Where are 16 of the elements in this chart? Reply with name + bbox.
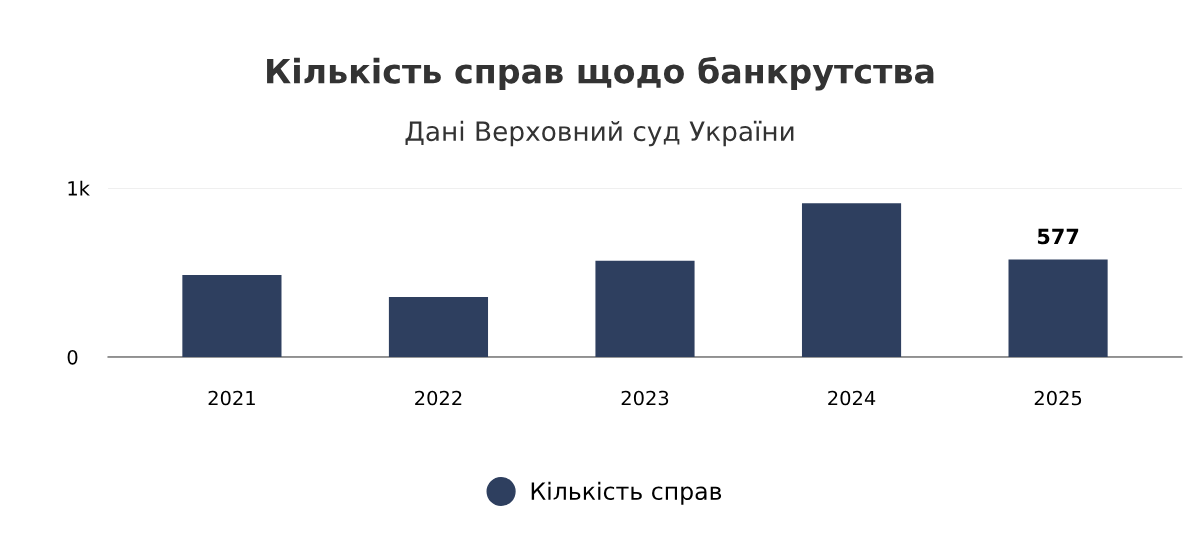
bar	[182, 275, 282, 357]
bar	[595, 260, 695, 357]
legend-label: Кількість справ	[531, 481, 722, 505]
chart-subtitle: Дані Верховний суд України	[405, 120, 794, 147]
bar	[801, 203, 902, 357]
y-tick-label: 0	[67, 349, 78, 365]
data-label: 577	[1037, 228, 1079, 245]
bar	[388, 297, 489, 357]
x-tick-label: 2025	[1034, 390, 1082, 406]
chart-title: Кількість справ щодо банкрутства	[267, 56, 934, 91]
x-tick-label: 2022	[415, 390, 462, 406]
bar	[1008, 259, 1108, 357]
y-tick-label: 1k	[68, 180, 90, 196]
x-tick-label: 2024	[828, 390, 876, 406]
x-tick-label: 2023	[621, 390, 669, 406]
x-tick-label: 2021	[208, 390, 255, 406]
